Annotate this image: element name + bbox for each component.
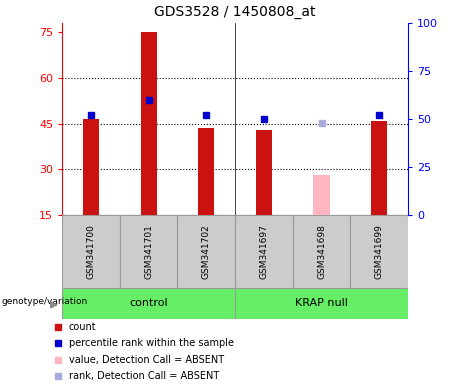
Text: GSM341700: GSM341700 — [87, 224, 95, 279]
Text: genotype/variation: genotype/variation — [1, 297, 88, 306]
Bar — [350, 215, 408, 288]
Bar — [293, 215, 350, 288]
Text: KRAP null: KRAP null — [295, 298, 348, 308]
Text: rank, Detection Call = ABSENT: rank, Detection Call = ABSENT — [69, 371, 219, 381]
Bar — [120, 215, 177, 288]
Text: count: count — [69, 322, 97, 332]
Bar — [177, 215, 235, 288]
Text: GSM341702: GSM341702 — [202, 224, 211, 279]
Bar — [235, 215, 293, 288]
Text: GSM341699: GSM341699 — [375, 224, 384, 279]
Bar — [141, 32, 157, 215]
Bar — [313, 175, 330, 215]
Text: GSM341698: GSM341698 — [317, 224, 326, 279]
Text: GSM341697: GSM341697 — [260, 224, 268, 279]
Text: GSM341701: GSM341701 — [144, 224, 153, 279]
Bar — [83, 119, 99, 215]
Text: control: control — [130, 298, 168, 308]
Bar — [62, 288, 235, 319]
Bar — [198, 128, 214, 215]
Text: percentile rank within the sample: percentile rank within the sample — [69, 338, 234, 348]
Title: GDS3528 / 1450808_at: GDS3528 / 1450808_at — [154, 5, 316, 19]
Bar — [256, 130, 272, 215]
Text: value, Detection Call = ABSENT: value, Detection Call = ABSENT — [69, 354, 224, 364]
Bar — [62, 215, 120, 288]
Bar — [235, 288, 408, 319]
Bar — [371, 121, 387, 215]
